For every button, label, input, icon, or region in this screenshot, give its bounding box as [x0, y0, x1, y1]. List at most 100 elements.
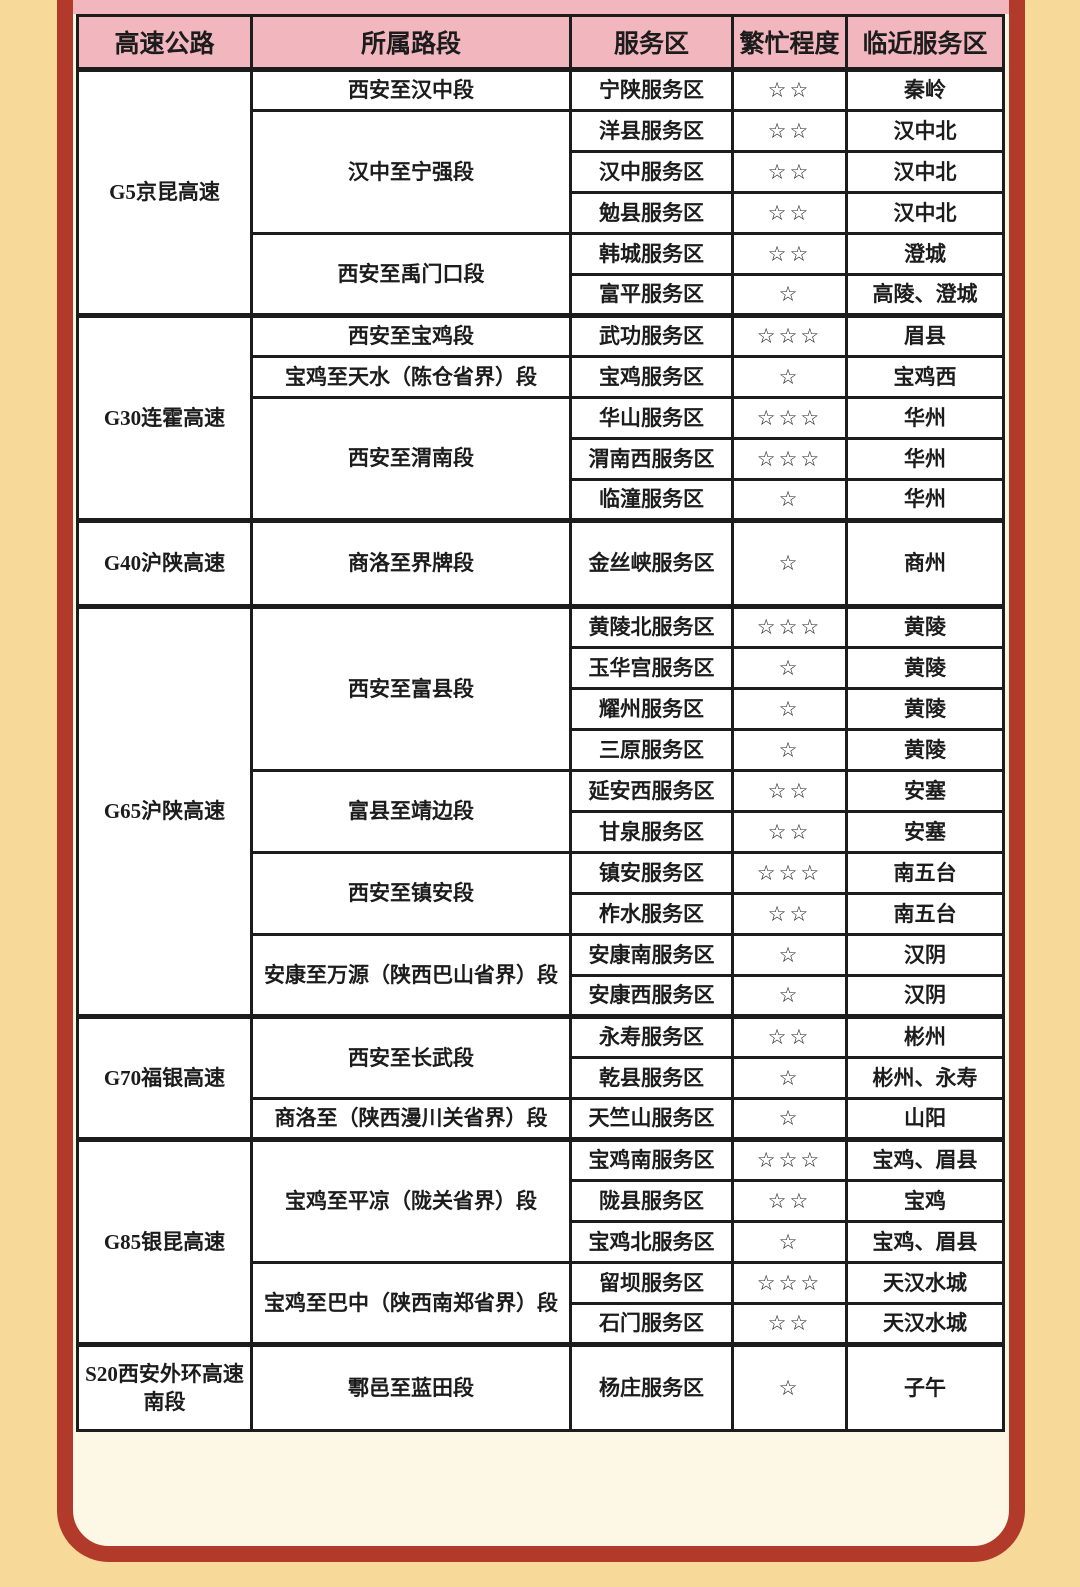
nearby-cell: 商州: [845, 518, 1005, 608]
service-area-cell: 石门服务区: [569, 1302, 734, 1346]
segment-cell: 富县至靖边段: [250, 769, 572, 854]
service-area-cell: 天竺山服务区: [569, 1097, 734, 1141]
service-area-cell: 永寿服务区: [569, 1014, 734, 1059]
table-row: 耀州服务区 ☆ 黄陵: [78, 687, 1005, 731]
segment-cell: 商洛至（陕西漫川关省界）段: [250, 1097, 572, 1141]
service-area-cell: 金丝峡服务区: [569, 518, 734, 608]
busy-cell: ☆: [731, 974, 848, 1018]
segment-cell: 西安至宝鸡段: [250, 313, 572, 358]
segment-cell: 西安至汉中段: [250, 67, 572, 112]
nearby-cell: 高陵、澄城: [845, 273, 1005, 317]
service-area-cell: 留坝服务区: [569, 1261, 734, 1305]
table-row: 西安至禹门口段 韩城服务区 ☆☆ 澄城: [78, 232, 1005, 317]
table-row: G85银昆高速 宝鸡至平凉（陇关省界）段 宝鸡南服务区 ☆☆☆ 宝鸡、眉县: [76, 1137, 1005, 1346]
column-header-highway: 高速公路: [76, 14, 253, 72]
busy-cell: ☆: [731, 728, 848, 772]
table-row: 宝鸡北服务区 ☆ 宝鸡、眉县: [78, 1220, 1005, 1264]
segment-cell: 西安至富县段: [250, 604, 572, 772]
segment-cell: 宝鸡至巴中（陕西南郑省界）段: [250, 1261, 572, 1346]
segment-cell: 西安至镇安段: [250, 851, 572, 936]
service-area-cell: 宁陕服务区: [569, 67, 734, 112]
table-row: 玉华宫服务区 ☆ 黄陵: [78, 646, 1005, 690]
busy-cell: ☆: [731, 1056, 848, 1100]
nearby-cell: 眉县: [845, 313, 1005, 358]
highway-cell: G65沪陕高速: [76, 604, 253, 1018]
busy-cell: ☆☆: [731, 109, 848, 153]
service-area-cell: 镇安服务区: [569, 851, 734, 895]
busy-cell: ☆☆☆: [731, 851, 848, 895]
nearby-cell: 山阳: [845, 1097, 1005, 1141]
busy-cell: ☆☆☆: [731, 313, 848, 358]
table-row: 陇县服务区 ☆☆ 宝鸡: [78, 1179, 1005, 1223]
nearby-cell: 南五台: [845, 892, 1005, 936]
nearby-cell: 彬州: [845, 1014, 1005, 1059]
service-area-cell: 临潼服务区: [569, 478, 734, 522]
busy-cell: ☆☆: [731, 191, 848, 235]
nearby-cell: 黄陵: [845, 728, 1005, 772]
nearby-cell: 汉中北: [845, 150, 1005, 194]
table-row: 富平服务区 ☆ 高陵、澄城: [78, 273, 1005, 317]
nearby-cell: 黄陵: [845, 604, 1005, 649]
nearby-cell: 子午: [845, 1342, 1005, 1432]
highway-cell: G5京昆高速: [76, 67, 253, 317]
table-row: G40沪陕高速 商洛至界牌段 金丝峡服务区 ☆ 商州: [76, 518, 1005, 608]
nearby-cell: 汉阴: [845, 974, 1005, 1018]
service-area-cell: 华山服务区: [569, 396, 734, 440]
segment-cell: 西安至渭南段: [250, 396, 572, 522]
table-row: G65沪陕高速 西安至富县段 黄陵北服务区 ☆☆☆ 黄陵: [76, 604, 1005, 1018]
busy-cell: ☆: [731, 1097, 848, 1141]
service-area-cell: 耀州服务区: [569, 687, 734, 731]
nearby-cell: 华州: [845, 396, 1005, 440]
busy-cell: ☆: [731, 478, 848, 522]
busy-cell: ☆☆☆: [731, 437, 848, 481]
table-row: 宝鸡至天水（陈仓省界）段 宝鸡服务区 ☆ 宝鸡西: [78, 355, 1005, 399]
busy-cell: ☆☆☆: [731, 396, 848, 440]
nearby-cell: 南五台: [845, 851, 1005, 895]
table-row: 甘泉服务区 ☆☆ 安塞: [78, 810, 1005, 854]
column-header-nearby: 临近服务区: [845, 14, 1005, 72]
nearby-cell: 天汉水城: [845, 1302, 1005, 1346]
busy-cell: ☆: [731, 646, 848, 690]
nearby-cell: 黄陵: [845, 646, 1005, 690]
table-row: 商洛至（陕西漫川关省界）段 天竺山服务区 ☆ 山阳: [78, 1097, 1005, 1141]
service-area-cell: 富平服务区: [569, 273, 734, 317]
busy-cell: ☆☆: [731, 1179, 848, 1223]
busy-cell: ☆☆: [731, 1302, 848, 1346]
service-area-cell: 甘泉服务区: [569, 810, 734, 854]
highway-cell: G70福银高速: [76, 1014, 253, 1141]
table-row: 宝鸡至巴中（陕西南郑省界）段 留坝服务区 ☆☆☆ 天汉水城: [78, 1261, 1005, 1346]
service-area-cell: 玉华宫服务区: [569, 646, 734, 690]
busy-cell: ☆: [731, 1342, 848, 1432]
table-row: 西安至镇安段 镇安服务区 ☆☆☆ 南五台: [78, 851, 1005, 936]
table-row: 三原服务区 ☆ 黄陵: [78, 728, 1005, 772]
column-header-segment: 所属路段: [250, 14, 572, 72]
table-row: 富县至靖边段 延安西服务区 ☆☆ 安塞: [78, 769, 1005, 854]
table-header-row: 高速公路 所属路段 服务区 繁忙程度 临近服务区: [76, 14, 1005, 72]
busy-cell: ☆☆☆: [731, 604, 848, 649]
highway-cell: S20西安外环高速南段: [76, 1342, 253, 1432]
highway-cell: G40沪陕高速: [76, 518, 253, 608]
table-row: 勉县服务区 ☆☆ 汉中北: [78, 191, 1005, 235]
segment-cell: 西安至长武段: [250, 1014, 572, 1100]
segment-cell: 宝鸡至天水（陈仓省界）段: [250, 355, 572, 399]
nearby-cell: 华州: [845, 437, 1005, 481]
segment-cell: 商洛至界牌段: [250, 518, 572, 608]
service-area-cell: 三原服务区: [569, 728, 734, 772]
service-area-cell: 汉中服务区: [569, 150, 734, 194]
table-row: G5京昆高速 西安至汉中段 宁陕服务区 ☆☆ 秦岭: [76, 67, 1005, 317]
nearby-cell: 汉中北: [845, 109, 1005, 153]
nearby-cell: 汉中北: [845, 191, 1005, 235]
service-area-cell: 安康西服务区: [569, 974, 734, 1018]
table-row: G30连霍高速 西安至宝鸡段 武功服务区 ☆☆☆ 眉县: [76, 313, 1005, 522]
service-area-cell: 宝鸡南服务区: [569, 1137, 734, 1182]
highway-cell: G85银昆高速: [76, 1137, 253, 1346]
busy-cell: ☆☆: [731, 67, 848, 112]
column-header-busy-level: 繁忙程度: [731, 14, 848, 72]
table-row: 安康至万源（陕西巴山省界）段 安康南服务区 ☆ 汉阴: [78, 933, 1005, 1018]
segment-cell: 宝鸡至平凉（陇关省界）段: [250, 1137, 572, 1264]
service-area-cell: 安康南服务区: [569, 933, 734, 977]
nearby-cell: 宝鸡西: [845, 355, 1005, 399]
table-row: 临潼服务区 ☆ 华州: [78, 478, 1005, 522]
service-area-cell: 韩城服务区: [569, 232, 734, 276]
